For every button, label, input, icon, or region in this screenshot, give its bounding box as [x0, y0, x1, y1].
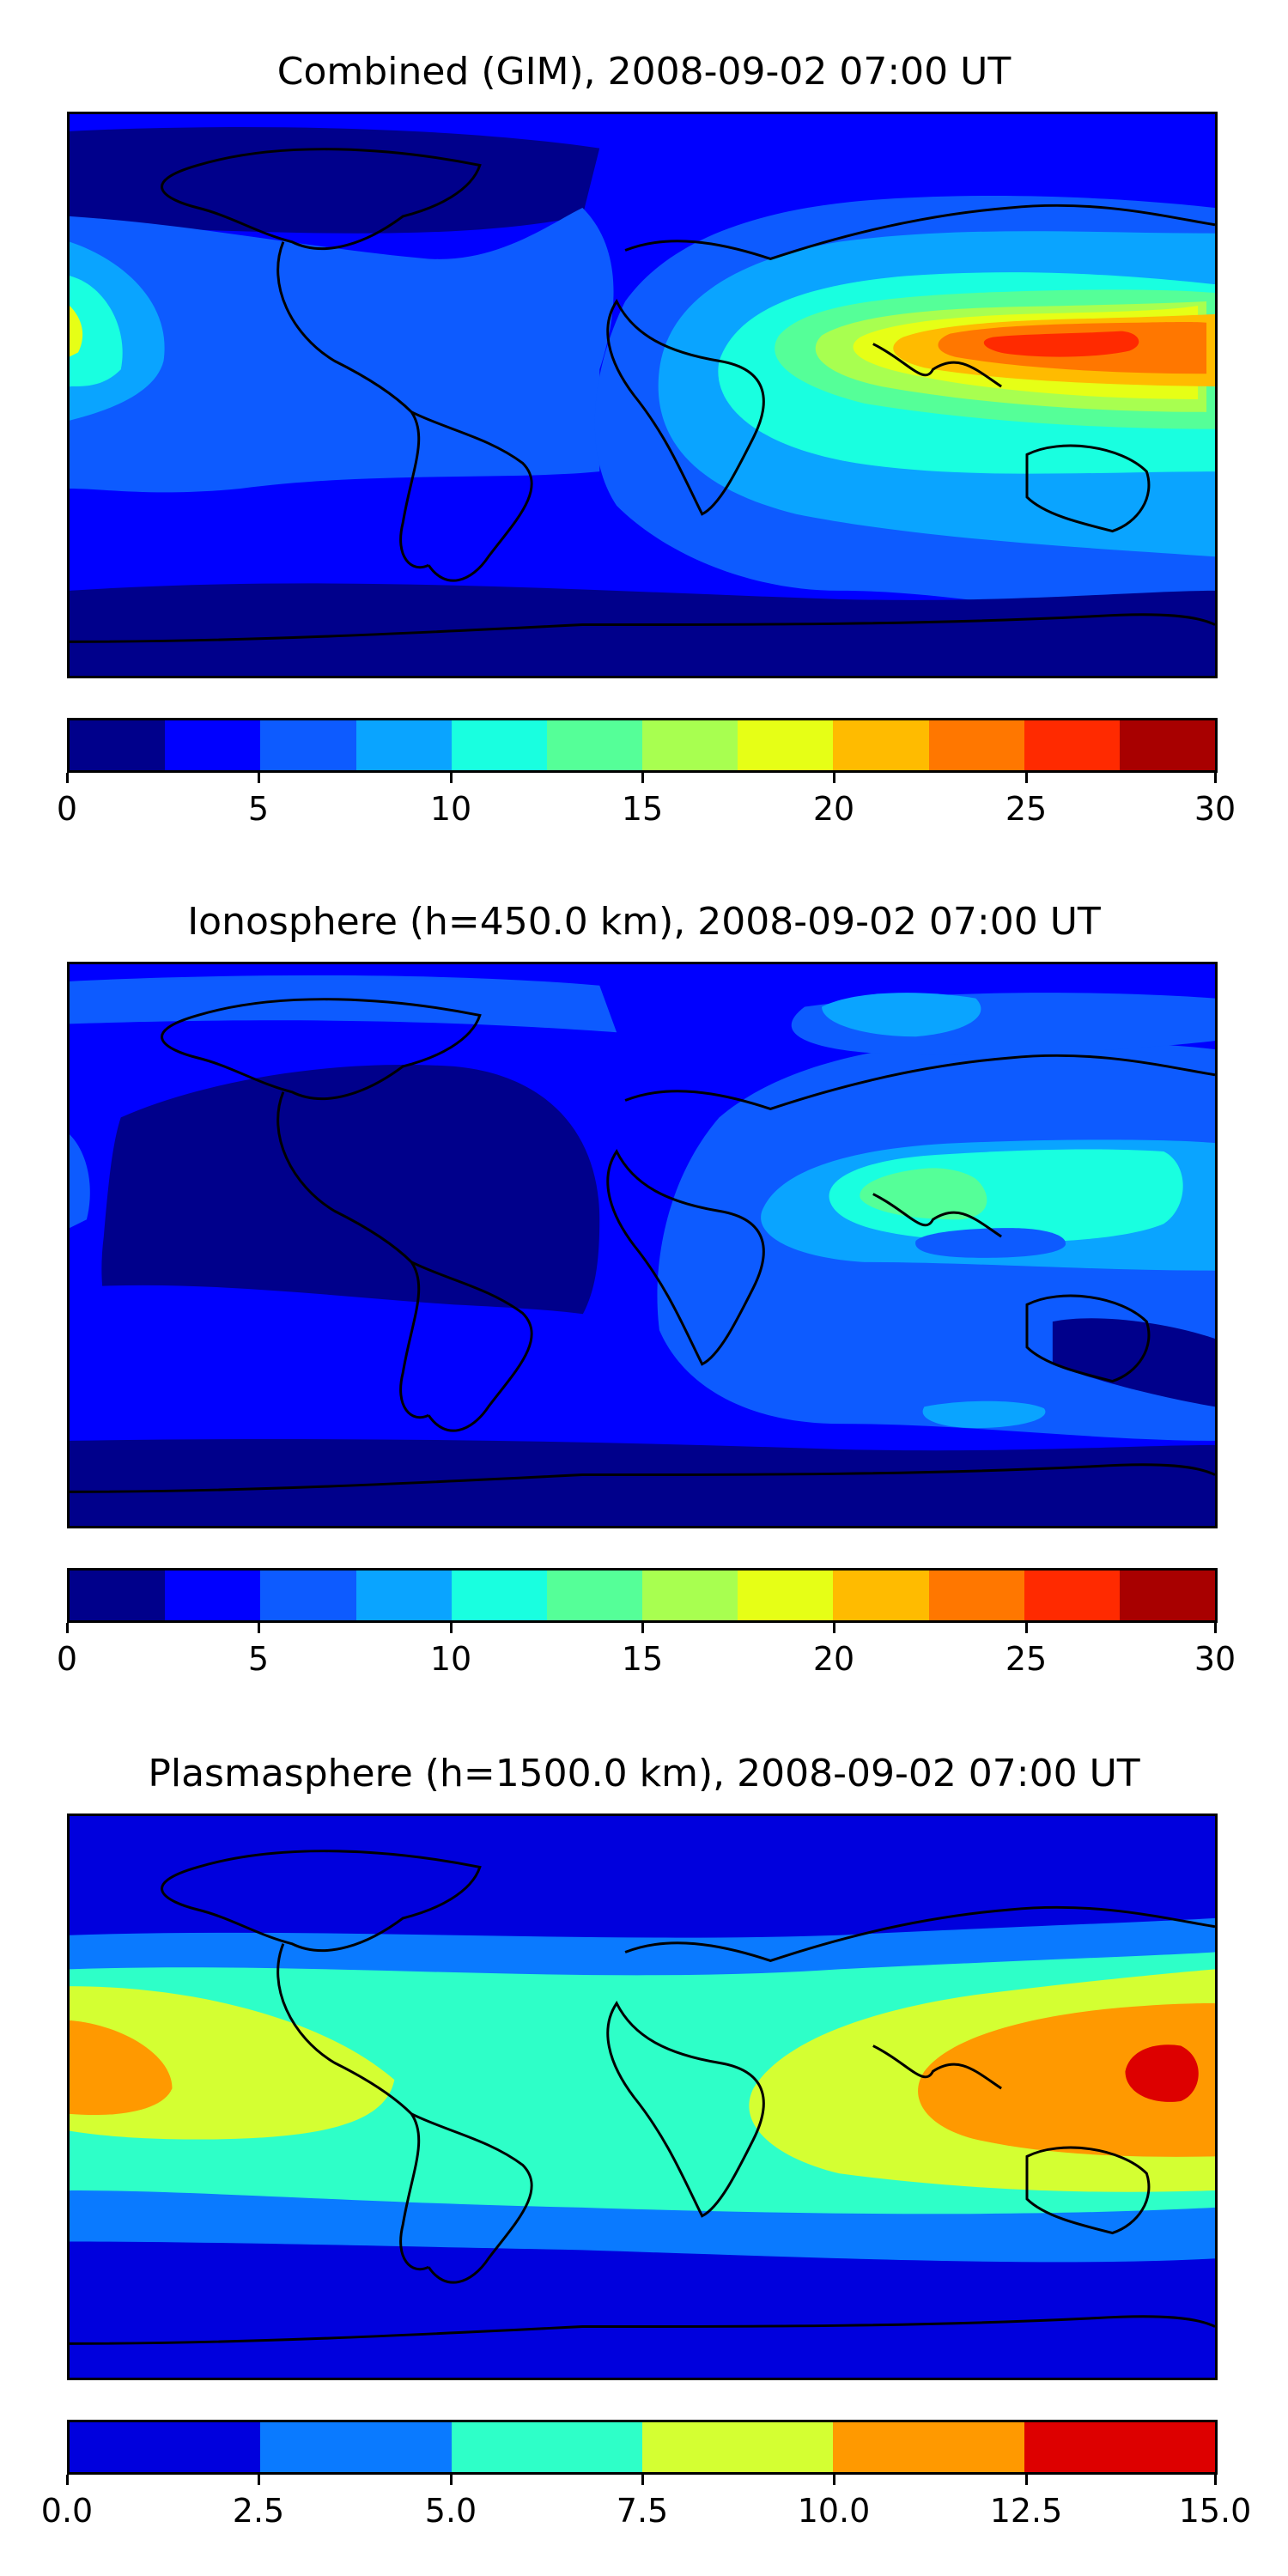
- panel1-map: [67, 112, 1218, 678]
- p2-level-antarctic: [70, 1438, 1215, 1526]
- panel3-map: [67, 1814, 1218, 2380]
- p2-level-dip: [915, 1228, 1066, 1258]
- p2-coastlines: [70, 998, 1215, 1493]
- panel1-tick-label: 30: [1194, 790, 1236, 828]
- p2-level-15-east: [860, 1168, 987, 1220]
- panel2-tick-label: 5: [247, 1640, 270, 1678]
- panel3-cbar-seg: [260, 2422, 452, 2472]
- panel3-title: Plasmasphere (h=1500.0 km), 2008-09-02 0…: [148, 1752, 1140, 1795]
- p1-level-5: [70, 208, 614, 493]
- panel2-tick-label: 30: [1194, 1640, 1236, 1678]
- panel2-cbar-seg: [928, 1571, 1024, 1620]
- p3-coastlines: [70, 1850, 1215, 2345]
- panel3-tick-label: 5.0: [424, 2492, 477, 2530]
- panel2-cbar-seg: [833, 1571, 929, 1620]
- panel2-tick-label: 25: [1005, 1640, 1048, 1678]
- p2-level-west-edge: [70, 1134, 90, 1229]
- panel2-cbar-seg: [165, 1571, 261, 1620]
- p1-level-arctic-low: [70, 127, 600, 234]
- p1-level-12-west: [70, 276, 123, 387]
- panel2-colorbar-ticks: 0 5 10 15 20 25 30: [57, 1623, 1236, 1678]
- panel3-tick-label: 12.5: [989, 2492, 1063, 2530]
- p3-level-10-east: [918, 2003, 1215, 2157]
- panel1-cbar-seg: [1024, 720, 1120, 770]
- panel2-map: [67, 962, 1218, 1528]
- panel2-tick-label: 10: [429, 1640, 472, 1678]
- panel3-contour-plot: [70, 1816, 1215, 2378]
- panel1-cbar-seg: [738, 720, 834, 770]
- p3-level-10-west: [70, 2020, 173, 2116]
- panel3-tick-label: 15.0: [1178, 2492, 1252, 2530]
- panel3-cbar-seg: [641, 2422, 834, 2472]
- panel1-tick-label: 25: [1005, 790, 1048, 828]
- panel2-title: Ionosphere (h=450.0 km), 2008-09-02 07:0…: [187, 900, 1101, 944]
- p2-level-10-north: [822, 993, 981, 1037]
- panel1-cbar-seg: [451, 720, 547, 770]
- panel1-cbar-seg: [165, 720, 261, 770]
- panel2-tick-label: 0: [56, 1640, 78, 1678]
- panel3-cbar-seg: [70, 2422, 261, 2472]
- panel2-cbar-seg: [70, 1571, 166, 1620]
- p3-level-12-5-east: [1125, 2044, 1199, 2102]
- p1-coastlines: [70, 148, 1215, 643]
- panel1-cbar-seg: [70, 720, 166, 770]
- panel1-tick-label: 5: [247, 790, 270, 828]
- panel3-tick-label: 2.5: [232, 2492, 285, 2530]
- panel1-colorbar-ticks: 0 5 10 15 20 25 30: [57, 773, 1236, 828]
- panel3-cbar-seg: [451, 2422, 642, 2472]
- panel1-cbar-seg: [928, 720, 1024, 770]
- panel1-colorbar: [67, 718, 1218, 773]
- panel2-cbar-seg: [738, 1571, 834, 1620]
- panel1-tick-label: 0: [56, 790, 78, 828]
- panel2-cbar-seg: [1024, 1571, 1120, 1620]
- panel3-colorbar-ticks: 0.0 2.5 5.0 7.5 10.0 12.5 15.0: [41, 2475, 1251, 2530]
- panel1-contour-plot: [70, 114, 1215, 676]
- panel2-cbar-seg: [642, 1571, 738, 1620]
- panel1-cbar-seg: [260, 720, 356, 770]
- p1-level-27-east: [983, 331, 1139, 357]
- panel2-cbar-seg: [546, 1571, 643, 1620]
- panel3-tick-label: 10.0: [797, 2492, 871, 2530]
- panel1-cbar-seg: [642, 720, 738, 770]
- panel3-cbar-seg: [833, 2422, 1024, 2472]
- panel2-colorbar: [67, 1568, 1218, 1623]
- panel1-tick-label: 20: [812, 790, 855, 828]
- panel3-colorbar: [67, 2420, 1218, 2475]
- panel1-cbar-seg: [1119, 720, 1216, 770]
- p2-level-10-south: [922, 1400, 1046, 1429]
- p1-level-20-west: [70, 305, 83, 357]
- panel1-cbar-seg: [546, 720, 643, 770]
- panel1-cbar-seg: [833, 720, 929, 770]
- panel2-contour-plot: [70, 964, 1215, 1526]
- p2-level-mid-south: [70, 1285, 617, 1398]
- panel2-cbar-seg: [451, 1571, 547, 1620]
- panel3-tick-label: 0.0: [40, 2492, 94, 2530]
- p2-level-low-australia: [1052, 1318, 1215, 1407]
- panel1-tick-label: 15: [621, 790, 664, 828]
- panel2-tick-label: 20: [812, 1640, 855, 1678]
- panel1-cbar-seg: [355, 720, 452, 770]
- panel1-title: Combined (GIM), 2008-09-02 07:00 UT: [276, 50, 1012, 94]
- panel2-cbar-seg: [355, 1571, 452, 1620]
- panel3-cbar-seg: [1024, 2422, 1215, 2472]
- panel2-tick-label: 15: [621, 1640, 664, 1678]
- panel2-cbar-seg: [260, 1571, 356, 1620]
- panel3-tick-label: 7.5: [616, 2492, 669, 2530]
- panel1-tick-label: 10: [429, 790, 472, 828]
- panel2-cbar-seg: [1119, 1571, 1216, 1620]
- p1-level-antarctic: [70, 583, 1215, 676]
